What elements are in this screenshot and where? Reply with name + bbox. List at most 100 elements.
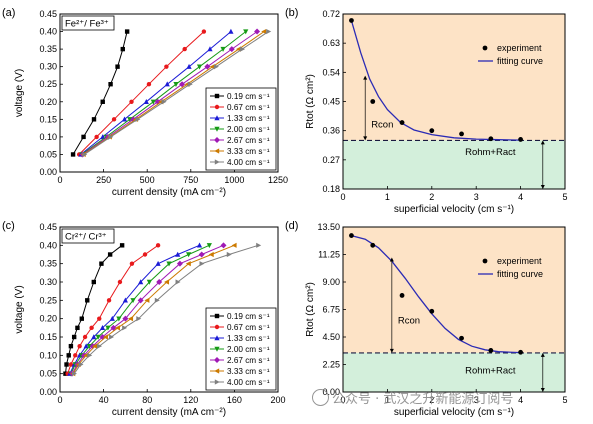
series-2 — [76, 29, 207, 157]
chart-c: voltage (V) 0 40 80 120 160 200 0.00 0.05 0.10 0.1… — [2, 220, 286, 418]
data-point — [124, 29, 130, 34]
data-point — [196, 64, 203, 70]
data-point — [83, 343, 89, 349]
data-point — [231, 242, 237, 248]
y-tick-label: 11.25 — [318, 250, 340, 260]
data-point — [102, 334, 108, 340]
data-point — [199, 261, 205, 267]
data-point — [135, 116, 141, 122]
legend-label: 3.33 cm s⁻¹ — [227, 147, 270, 156]
y-tick-label: 0.36 — [322, 126, 340, 136]
y-tick-label: 0.10 — [39, 132, 57, 142]
series-1 — [63, 243, 125, 376]
y-tick-label: 0.00 — [39, 167, 57, 177]
data-point — [187, 81, 193, 87]
rcon-arrow — [389, 257, 394, 353]
region-concentration — [343, 14, 565, 141]
rohm-arrow — [540, 352, 545, 392]
region-ohmic — [343, 140, 565, 189]
data-point — [261, 28, 267, 35]
data-point — [117, 279, 123, 285]
x-axis-label: current density (mA cm⁻²) — [112, 187, 226, 198]
y-tick-label: 0.40 — [39, 240, 57, 250]
experiment-point — [399, 293, 405, 298]
legend-marker — [214, 137, 220, 143]
data-point — [256, 242, 262, 248]
data-point — [94, 134, 99, 140]
y-tick-label: 0.30 — [39, 277, 57, 287]
series-7 — [71, 242, 262, 377]
data-point — [220, 46, 226, 52]
chart-b: Rcon Rohm+Ract 0 1 2 3 4 5 0.18 0.27 0.36 0.45 0.54 0… — [285, 7, 568, 215]
data-point — [115, 64, 120, 69]
data-point — [206, 243, 212, 249]
legend-label: fitting curve — [497, 56, 543, 66]
x-tick-label: 5 — [562, 395, 567, 405]
data-point — [109, 315, 115, 321]
legend-marker — [214, 115, 220, 121]
x-tick-label: 3 — [474, 192, 479, 202]
y-tick-label: 0.45 — [39, 222, 57, 232]
data-point — [201, 29, 207, 34]
data-point — [71, 371, 77, 377]
y-tick-label: 0.30 — [39, 62, 57, 72]
y-tick-label: 0.25 — [39, 79, 57, 89]
experiment-point — [488, 348, 494, 353]
data-point — [106, 298, 112, 303]
y-tick-label: 0.00 — [322, 387, 340, 397]
y-tick-label: 9.00 — [322, 277, 340, 287]
x-tick-label: 3 — [474, 395, 479, 405]
data-point — [89, 325, 94, 331]
data-point — [108, 82, 113, 87]
y-tick-label: 0.05 — [39, 369, 57, 379]
data-point — [164, 64, 169, 69]
data-point — [161, 99, 167, 105]
series-5 — [68, 242, 227, 377]
arrow-head — [389, 257, 394, 262]
data-point — [173, 82, 179, 88]
data-point — [91, 334, 97, 340]
data-point — [207, 46, 213, 52]
x-tick-label: 0 — [340, 395, 345, 405]
y-tick-label: 0.63 — [322, 38, 340, 48]
series-4 — [68, 243, 212, 377]
x-tick-label: 200 — [270, 395, 285, 405]
data-point — [82, 151, 88, 158]
legend-label: 0.67 cm s⁻¹ — [227, 103, 270, 112]
experiment-point — [459, 335, 464, 341]
experiment-point — [518, 137, 523, 142]
legend-label: 0.19 cm s⁻¹ — [227, 92, 270, 101]
rcon-label: Rcon — [398, 316, 420, 327]
legend-label: 1.33 cm s⁻¹ — [227, 334, 270, 343]
legend-label: 3.33 cm s⁻¹ — [227, 367, 270, 376]
y-tick-label: 0.00 — [39, 387, 57, 397]
data-point — [150, 99, 156, 105]
data-point — [99, 261, 104, 266]
annotation-box — [61, 15, 115, 31]
y-tick-label: 0.10 — [39, 350, 57, 360]
y-tick-label: 2.25 — [322, 360, 340, 370]
legend-label: fitting curve — [497, 269, 543, 279]
data-point — [77, 343, 82, 349]
data-point — [79, 316, 84, 321]
panel-label: (d) — [285, 220, 298, 232]
data-point — [154, 297, 160, 303]
series-7 — [82, 28, 272, 158]
x-tick-label: 500 — [140, 175, 155, 185]
legend-marker — [214, 313, 220, 319]
data-point — [105, 325, 111, 331]
annotation-box — [61, 228, 115, 244]
y-tick-label: 0.40 — [39, 27, 57, 37]
y-tick-label: 0.72 — [322, 9, 340, 19]
x-tick-label: 2 — [429, 395, 434, 405]
data-point — [129, 99, 134, 104]
experiment-point — [370, 99, 376, 104]
legend-label: 2.00 cm s⁻¹ — [227, 345, 270, 354]
legend-marker — [214, 335, 220, 341]
data-point — [120, 46, 125, 52]
legend-marker — [214, 379, 220, 385]
data-point — [137, 297, 144, 304]
y-tick-label: 0.45 — [39, 9, 57, 19]
x-tick-label: 160 — [227, 395, 242, 405]
data-point — [92, 343, 98, 349]
